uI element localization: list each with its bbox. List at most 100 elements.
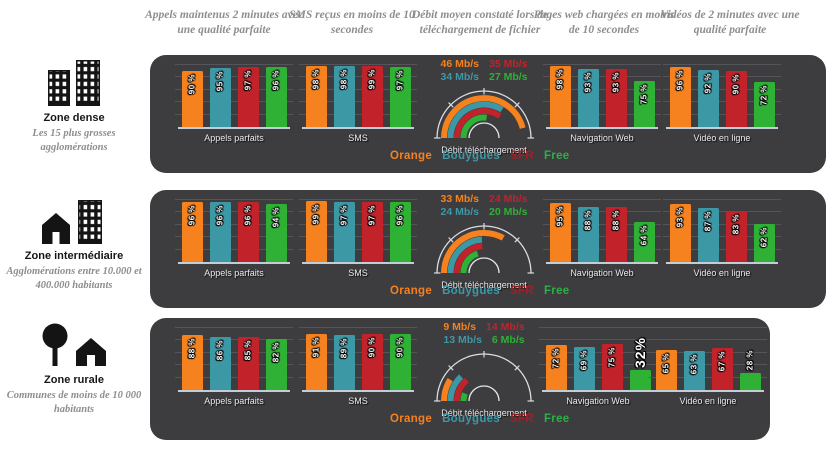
gauge-arc-orange	[441, 95, 526, 139]
chart-x-label: Navigation Web	[570, 133, 634, 143]
gridline	[175, 199, 293, 200]
bar-sfr: 88 %	[605, 207, 627, 262]
gridline	[649, 364, 767, 366]
column-header-sms: SMS reçus en moins de 10 secondes	[289, 9, 415, 36]
gauge-speed-values: 33 Mb/s 24 Mb/s 24 Mb/s 20 Mb/s	[416, 193, 552, 219]
gridline	[663, 236, 781, 238]
legend-orange: Orange	[390, 285, 433, 297]
legend-bouygues: Bouygues	[442, 285, 501, 297]
gridline	[175, 248, 293, 250]
gauge-arc-bouygues	[447, 236, 483, 274]
gridline	[175, 351, 293, 353]
gridline	[649, 327, 767, 328]
speed-line: 33 Mb/s 24 Mb/s	[416, 193, 552, 206]
gridline	[539, 364, 657, 366]
chart-video: 96 % 92 % 90 % 72 % Vidéo en ligne	[662, 63, 782, 143]
gridline	[663, 248, 781, 250]
speed-orange: 46 Mb/s	[440, 58, 479, 70]
bar-free: 96 %	[389, 202, 411, 262]
chart-appels: 88 % 86 % 85 % 82 % Appels parfaits	[174, 326, 294, 406]
gridline	[539, 376, 657, 378]
house-and-building-icon	[42, 200, 102, 244]
gauge-speedometer	[434, 223, 534, 274]
bar-value-label: 93 %	[675, 207, 685, 228]
gridline	[543, 88, 661, 90]
bar-value-label: 96 %	[187, 205, 197, 226]
legend-bouygues: Bouygues	[442, 413, 501, 425]
speed-free: 27 Mb/s	[489, 71, 528, 83]
bar-value-label: 98 %	[339, 69, 349, 90]
bar-value-label: 95 %	[555, 206, 565, 227]
gridline	[175, 76, 293, 78]
bar-value-label: 97 %	[395, 69, 405, 91]
gridline	[543, 199, 661, 200]
gauge-arc-bouygues	[447, 374, 464, 402]
bar-value-label: 85 %	[243, 340, 253, 361]
gridline	[175, 376, 293, 378]
gauge-arc-sfr	[454, 243, 483, 274]
bar-value-label: 63 %	[689, 353, 699, 375]
gauge-tick	[514, 237, 520, 243]
column-header-web: Pages web chargées en moins de 10 second…	[533, 9, 675, 36]
bar-value-label: 98 %	[555, 69, 565, 90]
bar-orange: 91 %	[305, 333, 327, 390]
gridline	[543, 113, 661, 115]
plot-area: 93 % 87 % 83 % 62 %	[663, 198, 781, 264]
gridline	[663, 88, 781, 90]
zone-intermediaire-label: Zone intermédiaire Agglomérations entre …	[4, 196, 144, 292]
bar-free: 82 %	[265, 339, 287, 390]
gridline	[299, 376, 417, 378]
bar-value-label: 90 %	[367, 337, 377, 358]
legend-sfr: SFR	[510, 413, 534, 425]
chart-x-label: Débit téléchargement	[441, 280, 527, 290]
gridline	[299, 248, 417, 250]
speed-line: 9 Mb/s 14 Mb/s	[416, 321, 552, 334]
bar-bouygues: 95 %	[209, 68, 231, 127]
bar-bouygues: 89 %	[333, 334, 355, 390]
chart-x-label: Navigation Web	[570, 268, 634, 278]
bar-free: 32%	[629, 337, 651, 390]
gridline	[663, 199, 781, 200]
bar-bouygues: 86 %	[209, 336, 231, 390]
chart-x-label: SMS	[348, 133, 368, 143]
bar-bouygues: 92 %	[697, 69, 719, 127]
gridline	[299, 364, 417, 366]
bar-orange: 72 %	[545, 345, 567, 390]
gridline	[299, 76, 417, 78]
gridline	[663, 211, 781, 213]
bar-value-label: 96 %	[395, 205, 405, 226]
bar-orange: 90 %	[181, 71, 203, 127]
bar-value-label: 72 %	[551, 348, 561, 369]
speed-line: 24 Mb/s 20 Mb/s	[416, 206, 552, 219]
speed-bouygues: 34 Mb/s	[440, 71, 479, 83]
bar-value-label: 96 %	[215, 205, 225, 226]
gridline	[299, 339, 417, 341]
speed-free: 20 Mb/s	[489, 206, 528, 218]
speed-sfr: 35 Mb/s	[489, 58, 528, 70]
gauge-arc-free	[460, 114, 487, 139]
speed-line: 13 Mb/s 6 Mb/s	[416, 334, 552, 347]
bar-value-label: 83 %	[731, 213, 741, 234]
bar-orange: 98 %	[549, 66, 571, 127]
gauge-tick	[448, 237, 454, 243]
bar-value-label: 97 %	[339, 204, 349, 226]
bar-value-label: 92 %	[703, 72, 713, 94]
plot-area: 88 % 86 % 85 % 82 %	[175, 326, 293, 392]
bar-free: 62 %	[753, 223, 775, 262]
chart-debit: 9 Mb/s 14 Mb/s 13 Mb/s 6 Mb/s Débit téléchar…	[416, 321, 552, 418]
bar-free: 97 %	[389, 66, 411, 127]
bar-free: 75 %	[633, 80, 655, 127]
gridline	[175, 236, 293, 238]
gauge-hub-arc	[468, 122, 500, 139]
gridline	[175, 88, 293, 90]
bar-bouygues: 88 %	[577, 207, 599, 262]
gridline	[299, 88, 417, 90]
gridline	[663, 101, 781, 103]
zone-dense-panel: 90 % 95 % 97 % 96 % Appels parfaits 98 % 98 % 9…	[150, 55, 826, 173]
bar-bouygues: 93 %	[577, 69, 599, 127]
bar-free: 64 %	[633, 222, 655, 262]
bar-value-label: 99 %	[311, 203, 321, 224]
gridline	[543, 64, 661, 65]
bar-sfr: 67 %	[711, 348, 733, 390]
bar-sfr: 75 %	[601, 343, 623, 390]
